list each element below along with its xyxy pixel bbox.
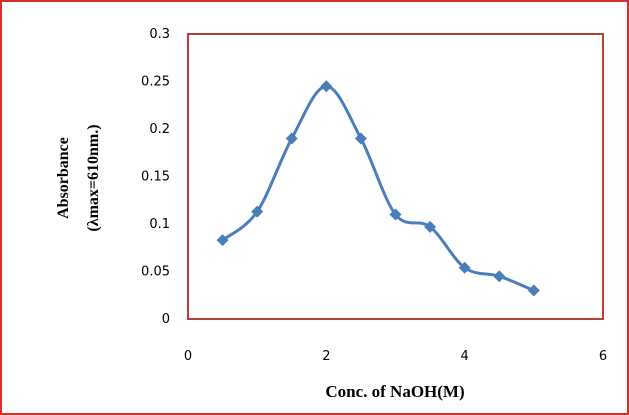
y-tick-labels: 0 0.05 0.1 0.15 0.2 0.25 0.3 (141, 27, 170, 327)
series-markers (216, 80, 540, 297)
data-point-marker (354, 132, 367, 145)
y-tick-label: 0.2 (149, 122, 170, 137)
data-point-marker (527, 284, 540, 297)
x-tick-label: 0 (184, 349, 192, 364)
y-axis-title-line2: (λmax=610nm.) (85, 124, 102, 231)
y-tick-label: 0.25 (141, 75, 170, 90)
y-axis-title-line1: Absorbance (55, 137, 72, 219)
plot-area (187, 33, 604, 320)
x-tick-label: 4 (461, 349, 469, 364)
y-tick-label: 0.1 (149, 217, 170, 232)
data-point-marker (389, 208, 402, 221)
data-point-marker (285, 132, 298, 145)
data-point-marker (458, 261, 471, 274)
data-point-marker (493, 270, 506, 283)
data-point-marker (424, 220, 437, 233)
data-point-marker (320, 80, 333, 93)
x-axis-title: Conc. of NaOH(M) (325, 382, 464, 401)
y-tick-label: 0.3 (149, 27, 170, 42)
data-point-marker (251, 205, 264, 218)
x-tick-label: 2 (322, 349, 330, 364)
y-tick-label: 0.15 (141, 170, 170, 185)
x-tick-label: 6 (599, 349, 607, 364)
y-tick-label: 0 (162, 312, 170, 327)
y-tick-label: 0.05 (141, 265, 170, 280)
x-tick-labels: 0 2 4 6 (184, 349, 607, 364)
series-line (221, 84, 535, 292)
data-point-marker (216, 234, 229, 247)
